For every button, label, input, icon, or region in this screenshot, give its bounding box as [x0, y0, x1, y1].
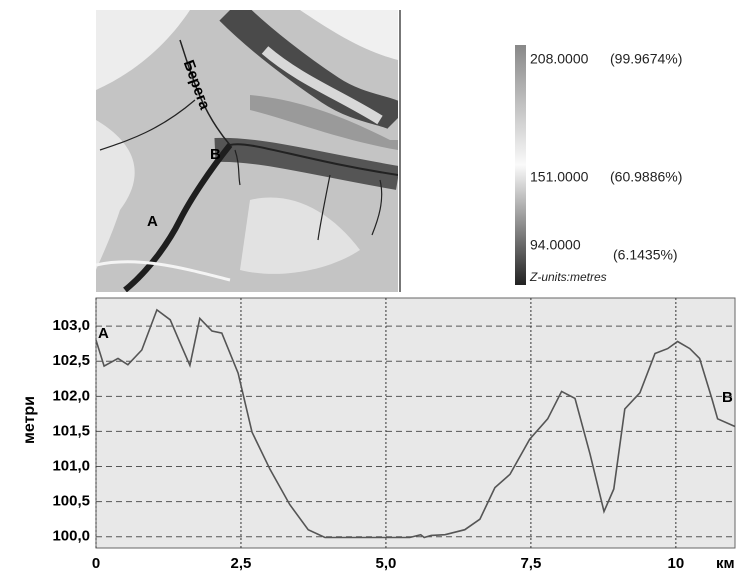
legend-label: 94.0000 [530, 237, 581, 253]
legend-units: Z-units:metres [529, 270, 607, 284]
legend-label: (60.9886%) [610, 169, 682, 185]
terrain-map [96, 10, 398, 292]
x-tick-label: 10 [668, 555, 685, 572]
y-tick-label: 101,5 [52, 422, 90, 439]
y-tick-label: 100,5 [52, 493, 90, 510]
point-label: B [210, 146, 221, 163]
y-tick-label: 100,0 [52, 528, 90, 545]
page: {"map": {"river_label": "Берега", "point… [0, 0, 744, 574]
legend-label: (99.9674%) [610, 51, 682, 67]
y-tick-label: 102,5 [52, 352, 90, 369]
legend-colorbar [515, 45, 526, 285]
annotation: B [722, 389, 733, 406]
legend-label: (6.1435%) [613, 247, 678, 263]
point-label: A [147, 213, 158, 230]
x-tick-label: 2,5 [231, 555, 252, 572]
figure: Берега B A 208.0000 (99.9674%) 151.0000 … [0, 0, 744, 574]
y-tick-label: 102,0 [52, 387, 90, 404]
x-tick-label: 7,5 [520, 555, 541, 572]
plot-area [96, 298, 735, 548]
x-axis-unit: км [716, 555, 735, 572]
legend-label: 151.0000 [530, 169, 589, 185]
x-tick-label: 0 [92, 555, 100, 572]
x-tick-label: 5,0 [375, 555, 396, 572]
y-tick-label: 103,0 [52, 317, 90, 334]
annotation: A [98, 325, 109, 342]
y-tick-label: 101,0 [52, 458, 90, 475]
y-axis-label: метри [21, 396, 38, 444]
legend-label: 208.0000 [530, 51, 589, 67]
